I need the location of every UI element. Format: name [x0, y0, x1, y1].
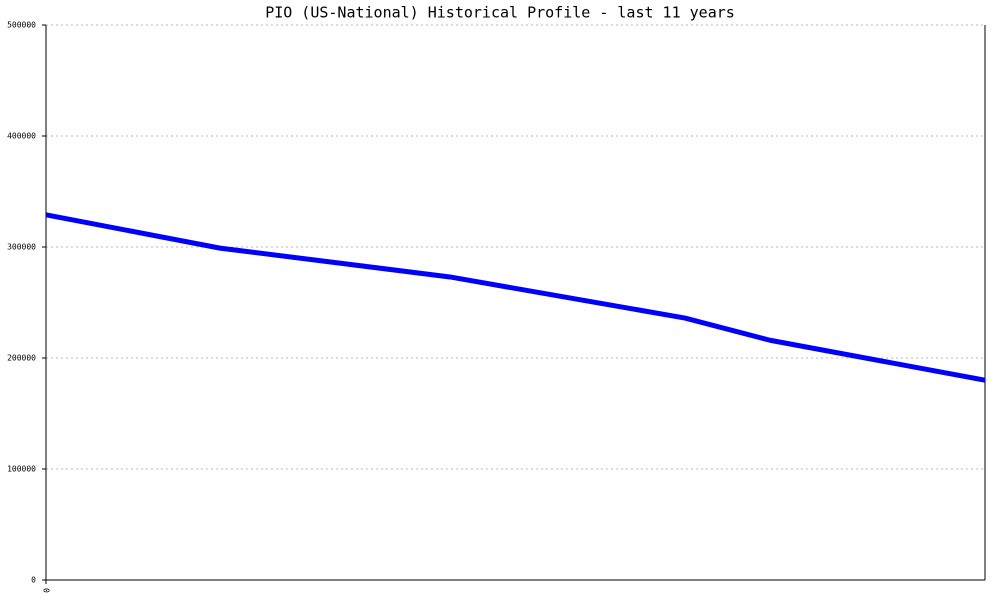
y-tick-label: 0 — [31, 576, 36, 585]
x-tick-label: 0 — [42, 588, 51, 593]
chart-title: PIO (US-National) Historical Profile - l… — [265, 4, 735, 22]
y-tick-label: 200000 — [7, 354, 36, 363]
series-line — [45, 212, 986, 383]
y-tick-label: 300000 — [7, 243, 36, 252]
y-tick-label: 500000 — [7, 21, 36, 30]
y-tick-label: 100000 — [7, 465, 36, 474]
y-tick-label: 400000 — [7, 132, 36, 141]
